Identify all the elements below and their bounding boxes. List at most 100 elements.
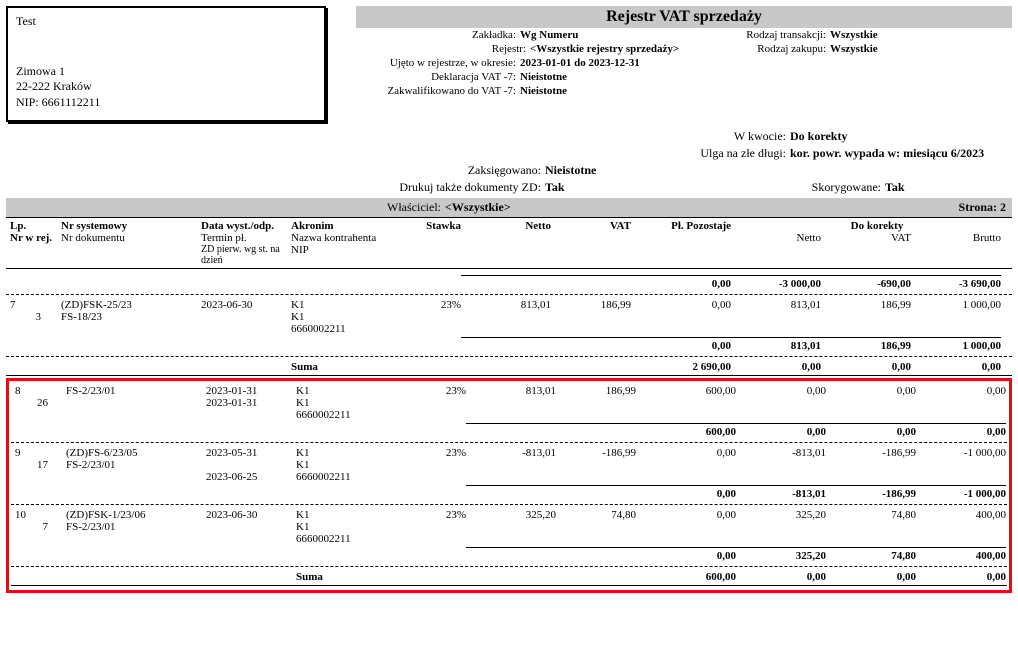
sender-name: Test (16, 14, 316, 30)
sub-kn: 0,00 (736, 426, 826, 438)
cell-stawka: 23% (406, 509, 466, 521)
cell-sys: (ZD)FS-6/23/05 (66, 447, 206, 459)
cell-nip: 6660002211 (296, 533, 406, 545)
cell-kn: 325,20 (736, 509, 826, 521)
hdr-nazwakontr: Nazwa kontrahenta (291, 232, 401, 244)
pre-kb: -3 690,00 (911, 278, 1001, 290)
cell-akr: K1 (296, 509, 406, 521)
hdr-nip: NIP (291, 244, 401, 266)
suma2-kv: 0,00 (826, 571, 916, 583)
table-row: 7 (ZD)FSK-25/23 2023-06-30 K1 23% 813,01… (6, 299, 1012, 311)
cell-date1: 2023-05-31 (206, 447, 296, 459)
skor-value: Tak (881, 180, 905, 195)
cell-poz: 0,00 (636, 509, 736, 521)
sub-kb: 400,00 (916, 550, 1006, 562)
table-row: 8 FS-2/23/01 2023-01-31 K1 23% 813,01 18… (11, 385, 1007, 397)
cell-akr: K1 (296, 447, 406, 459)
sub-kv: 0,00 (826, 426, 916, 438)
cell-kv: 0,00 (826, 385, 916, 397)
sender-nip: 6661112211 (42, 95, 101, 109)
suma2-kn: 0,00 (736, 571, 826, 583)
page-number: 2 (1000, 200, 1006, 214)
druk-label: Drukuj także dokumenty ZD: (6, 180, 541, 195)
cell-akr2: K1 (296, 521, 406, 533)
deklaracja-value: Nieistotne (516, 71, 567, 83)
cell-akr2: K1 (296, 459, 406, 471)
hdr-plpozostaje: Pł. Pozostaje (631, 220, 731, 232)
cell-date2: 2023-01-31 (206, 397, 296, 409)
sub-poz: 600,00 (636, 426, 736, 438)
cell-netto: 813,01 (461, 299, 551, 311)
cell-netto: 813,01 (466, 385, 556, 397)
sub-kb: 1 000,00 (911, 340, 1001, 352)
cell-kb: -1 000,00 (916, 447, 1006, 459)
druk-value: Tak (541, 180, 731, 195)
cell-vat: 74,80 (556, 509, 636, 521)
wkwocie-value: Do korekty (786, 129, 847, 144)
zakladka-label: Zakładka: (356, 29, 516, 41)
owner-value: <Wszystkie> (441, 200, 959, 215)
rodzaj-zk-value: Wszystkie (826, 43, 878, 55)
hdr-akronim: Akronim (291, 220, 401, 232)
pre-kn: -3 000,00 (731, 278, 821, 290)
cell-stawka: 23% (406, 385, 466, 397)
sub-kv: 186,99 (821, 340, 911, 352)
cell-akr2: K1 (296, 397, 406, 409)
zaks-label: Zaksięgowano: (6, 163, 541, 178)
hdr-dk-brutto: Brutto (911, 232, 1001, 244)
zakwalifikowano-label: Zakwalifikowano do VAT -7: (356, 85, 516, 97)
cell-dok: FS-18/23 (61, 311, 201, 323)
cell-nip: 6660002211 (296, 471, 406, 483)
cell-poz: 0,00 (636, 447, 736, 459)
suma-label: Suma (291, 361, 401, 373)
cell-kn: 0,00 (736, 385, 826, 397)
suma2-poz: 600,00 (636, 571, 736, 583)
hdr-terminpl: Termin pł. (201, 232, 291, 244)
suma-row: Suma 2 690,00 0,00 0,00 0,00 (6, 361, 1012, 373)
ulga-value: kor. powr. wypada w: miesiącu 6/2023 (786, 146, 984, 161)
pre-poz: 0,00 (631, 278, 731, 290)
cell-lp: 8 (11, 385, 66, 397)
hdr-vat: VAT (551, 220, 631, 232)
cell-nip: 6660002211 (296, 409, 406, 421)
cell-kn: 813,01 (731, 299, 821, 311)
cell-vat: 186,99 (556, 385, 636, 397)
sub-kn: -813,01 (736, 488, 826, 500)
cell-kb: 1 000,00 (911, 299, 1001, 311)
hdr-dk-vat: VAT (821, 232, 911, 244)
cell-rej: 26 (11, 397, 66, 409)
report-title: Rejestr VAT sprzedaży (356, 6, 1012, 28)
zaks-value: Nieistotne (541, 163, 596, 178)
rodzaj-zk-label: Rodzaj zakupu: (716, 43, 826, 55)
sender-box: Test Zimowa 1 22-222 Kraków NIP: 6661112… (6, 6, 326, 122)
rodzaj-tr-value: Wszystkie (826, 29, 878, 41)
cell-stawka: 23% (401, 299, 461, 311)
ulga-label: Ulga na złe długi: (6, 146, 786, 161)
rejestr-label: Rejestr: (356, 43, 526, 55)
hdr-lp: Lp. (6, 220, 61, 232)
cell-vat: -186,99 (556, 447, 636, 459)
page-label: Strona: (959, 200, 997, 214)
pre-kv: -690,00 (821, 278, 911, 290)
cell-akr: K1 (296, 385, 406, 397)
cell-netto: -813,01 (466, 447, 556, 459)
sub-kv: 74,80 (826, 550, 916, 562)
sender-nip-line: NIP: 6661112211 (16, 95, 316, 111)
cell-stawka: 23% (406, 447, 466, 459)
cell-lp: 7 (6, 299, 61, 311)
hdr-datawyst: Data wyst./odp. (201, 220, 291, 232)
cell-poz: 600,00 (636, 385, 736, 397)
cell-kb: 400,00 (916, 509, 1006, 521)
column-headers: Lp. Nr systemowy Data wyst./odp. Akronim… (6, 217, 1012, 269)
sub-poz: 0,00 (636, 488, 736, 500)
table-row: 6660002211 (11, 533, 1007, 545)
table-row: 7 FS-2/23/01 K1 (11, 521, 1007, 533)
cell-kv: -186,99 (826, 447, 916, 459)
suma-row: Suma 600,00 0,00 0,00 0,00 (11, 571, 1007, 583)
cell-akr2: K1 (291, 311, 401, 323)
sender-street: Zimowa 1 (16, 64, 316, 80)
cell-poz: 0,00 (631, 299, 731, 311)
cell-akr: K1 (291, 299, 401, 311)
table-row: 6660002211 (11, 409, 1007, 421)
sender-city: 22-222 Kraków (16, 79, 316, 95)
